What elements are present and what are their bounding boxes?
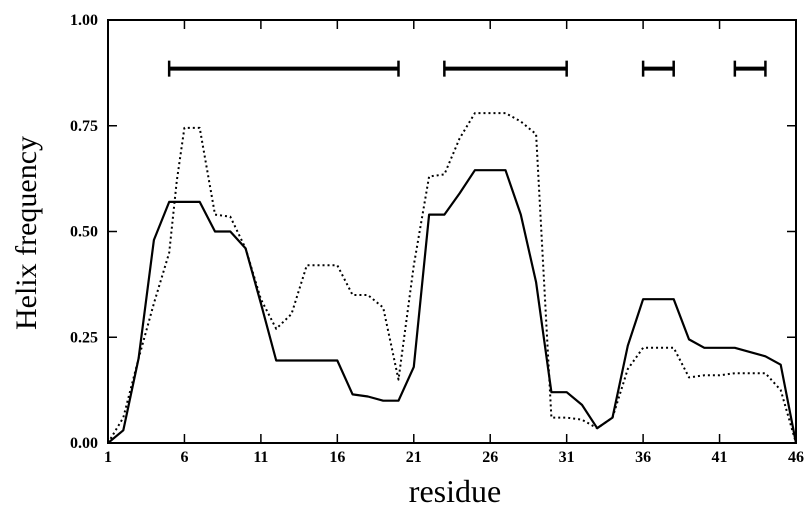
- y-tick-label: 1.00: [70, 12, 98, 29]
- x-tick-label: 46: [788, 449, 804, 466]
- y-tick-label: 0.00: [70, 435, 98, 452]
- helix-segment-bar: [167, 60, 400, 77]
- x-tick-label: 26: [482, 449, 498, 466]
- helix-segment-bar: [733, 60, 767, 77]
- y-tick-label: 0.50: [70, 224, 98, 241]
- x-tick-label: 31: [559, 449, 575, 466]
- helix-segment-bar: [641, 60, 675, 77]
- dotted-series-line: [107, 112, 797, 444]
- y-tick-label: 0.75: [70, 118, 98, 135]
- x-tick-label: 36: [635, 449, 651, 466]
- helix-segment-bar: [443, 60, 568, 77]
- x-tick-label: 41: [712, 449, 728, 466]
- x-tick-label: 11: [253, 449, 268, 466]
- y-axis-title: Helix frequency: [10, 136, 43, 330]
- series-lines: [107, 112, 798, 444]
- x-tick-label: 1: [104, 449, 112, 466]
- x-axis-title: residue: [409, 473, 501, 508]
- tick-labels: 1 6 11 16 21 26 31 36 41 460.000.250.500.751.00: [70, 12, 804, 466]
- x-tick-label: 21: [406, 449, 422, 466]
- axis-ticks: [107, 19, 797, 444]
- solid-series-line: [107, 169, 798, 444]
- x-tick-label: 6: [180, 449, 188, 466]
- plot-frame: [107, 19, 797, 444]
- helix-segments: [167, 60, 767, 77]
- y-tick-label: 0.25: [70, 329, 98, 346]
- x-tick-label: 16: [329, 449, 345, 466]
